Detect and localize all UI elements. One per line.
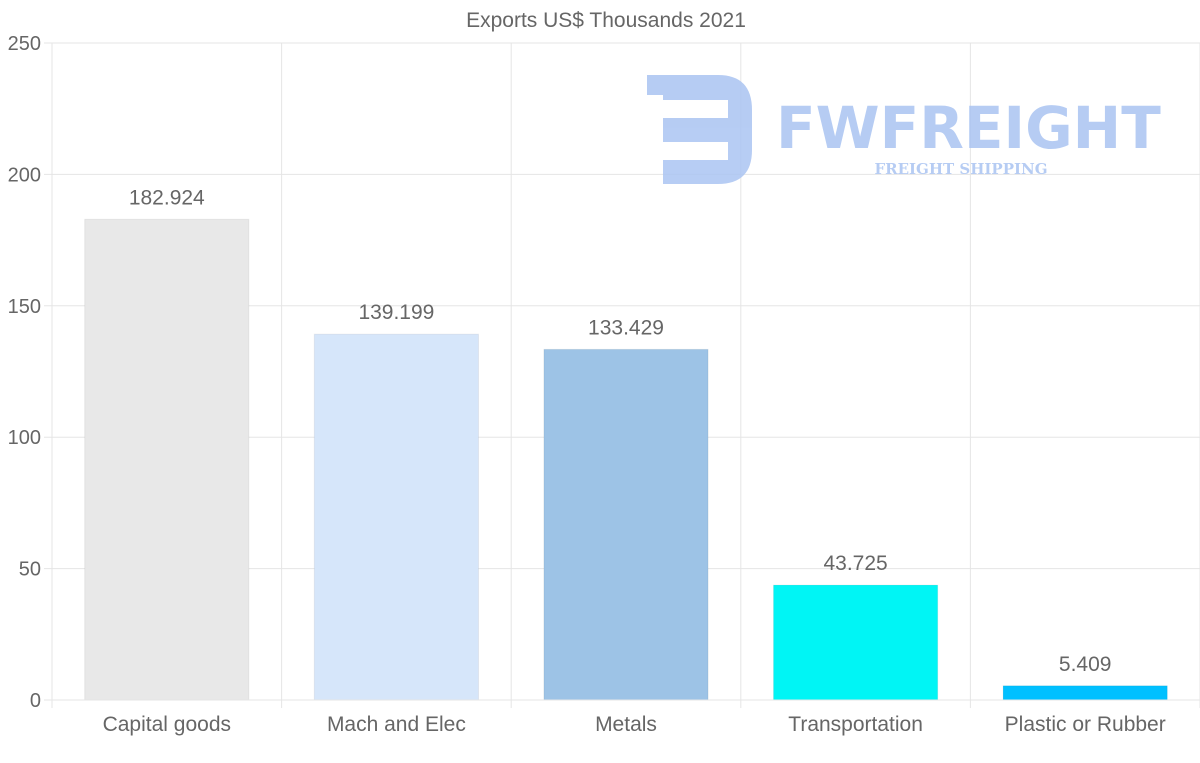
bar-transportation: [773, 584, 939, 701]
y-tick-label: 50: [19, 559, 41, 581]
x-tick-label: Capital goods: [103, 713, 231, 736]
bar-plastic-or-rubber: [1002, 685, 1168, 701]
category-labels: Capital goods Mach and Elec Metals Transpor…: [103, 713, 1166, 736]
x-tick-label: Plastic or Rubber: [1005, 713, 1166, 736]
y-tick-label: 250: [8, 33, 41, 55]
x-tick-label: Metals: [595, 713, 657, 736]
bar-metals: [543, 348, 709, 701]
y-axis-ticks: 0 50 100 150 200 250: [8, 33, 41, 712]
fw-logo-icon: [647, 75, 752, 184]
data-label: 139.199: [358, 301, 434, 324]
bar-mach-and-elec: [313, 333, 479, 701]
data-labels: 182.924 139.199 133.429 43.725 5.409: [129, 186, 1112, 676]
data-label: 182.924: [129, 186, 205, 209]
y-tick-label: 200: [8, 164, 41, 186]
data-label: 5.409: [1059, 653, 1112, 676]
bar-capital-goods: [84, 218, 250, 701]
bars: [84, 218, 1168, 701]
y-tick-label: 150: [8, 296, 41, 318]
data-label: 133.429: [588, 316, 664, 339]
watermark: FWFREIGHT FREIGHT SHIPPING: [647, 75, 1161, 184]
x-tick-label: Mach and Elec: [327, 713, 466, 736]
chart-title: Exports US$ Thousands 2021: [466, 9, 746, 32]
y-tick-label: 100: [8, 427, 41, 449]
watermark-tagline: FREIGHT SHIPPING: [874, 160, 1047, 178]
watermark-brand: FWFREIGHT: [776, 94, 1161, 162]
x-tick-label: Transportation: [788, 713, 923, 736]
y-tick-label: 0: [30, 690, 41, 712]
data-label: 43.725: [823, 552, 887, 575]
